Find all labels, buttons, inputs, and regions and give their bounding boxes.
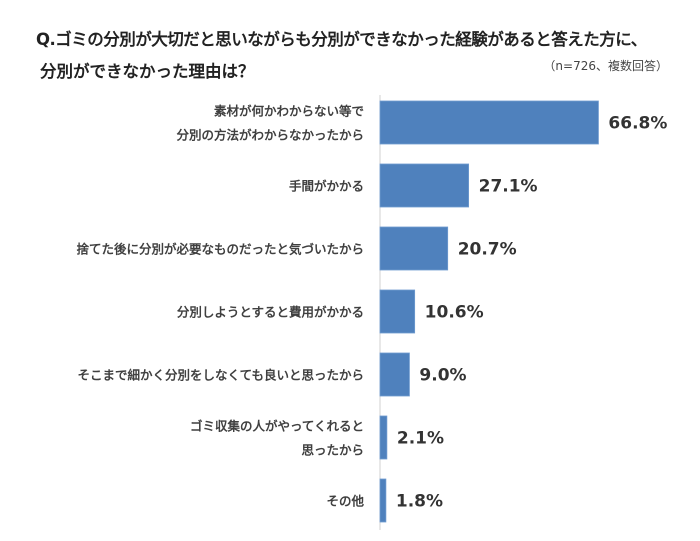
category-label-3: 捨てた後に分別が必要なものだったと気づいたから — [76, 242, 364, 257]
category-label-5: そこまで細かく分別をしなくても良いと思ったから — [77, 368, 364, 383]
category-label-1: 素材が何かわからない等で — [214, 104, 364, 119]
data-label-2: 27.1% — [479, 177, 538, 197]
chart-subtitle: 分別ができなかった理由は？ — [40, 62, 255, 81]
data-label-6: 2.1% — [397, 429, 444, 449]
bar-1 — [379, 100, 599, 145]
data-label-4: 10.6% — [425, 303, 484, 323]
data-label-3: 20.7% — [458, 240, 517, 260]
data-label-1: 66.8% — [608, 114, 667, 134]
category-label-6: ゴミ収集の人がやってくれると — [190, 419, 364, 434]
category-label-2: 手間がかかる — [289, 179, 364, 194]
category-label-6: 思ったから — [301, 443, 364, 458]
category-label-1: 分別の方法がわからなかったから — [176, 128, 364, 143]
sample-note: （n=726、複数回答） — [543, 59, 668, 73]
bar-5 — [379, 352, 410, 397]
bar-2 — [379, 163, 470, 208]
category-label-7: その他 — [326, 494, 364, 509]
data-label-7: 1.8% — [396, 492, 443, 512]
bar-6 — [379, 415, 388, 460]
bar-7 — [379, 478, 387, 523]
data-label-5: 9.0% — [419, 366, 466, 386]
chart-title: Q.ゴミの分別が大切だと思いながらも分別ができなかった経験があると答えた方に、 — [36, 30, 647, 49]
bar-3 — [379, 226, 449, 271]
bar-4 — [379, 289, 416, 334]
category-label-4: 分別しようとすると費用がかかる — [177, 305, 364, 320]
